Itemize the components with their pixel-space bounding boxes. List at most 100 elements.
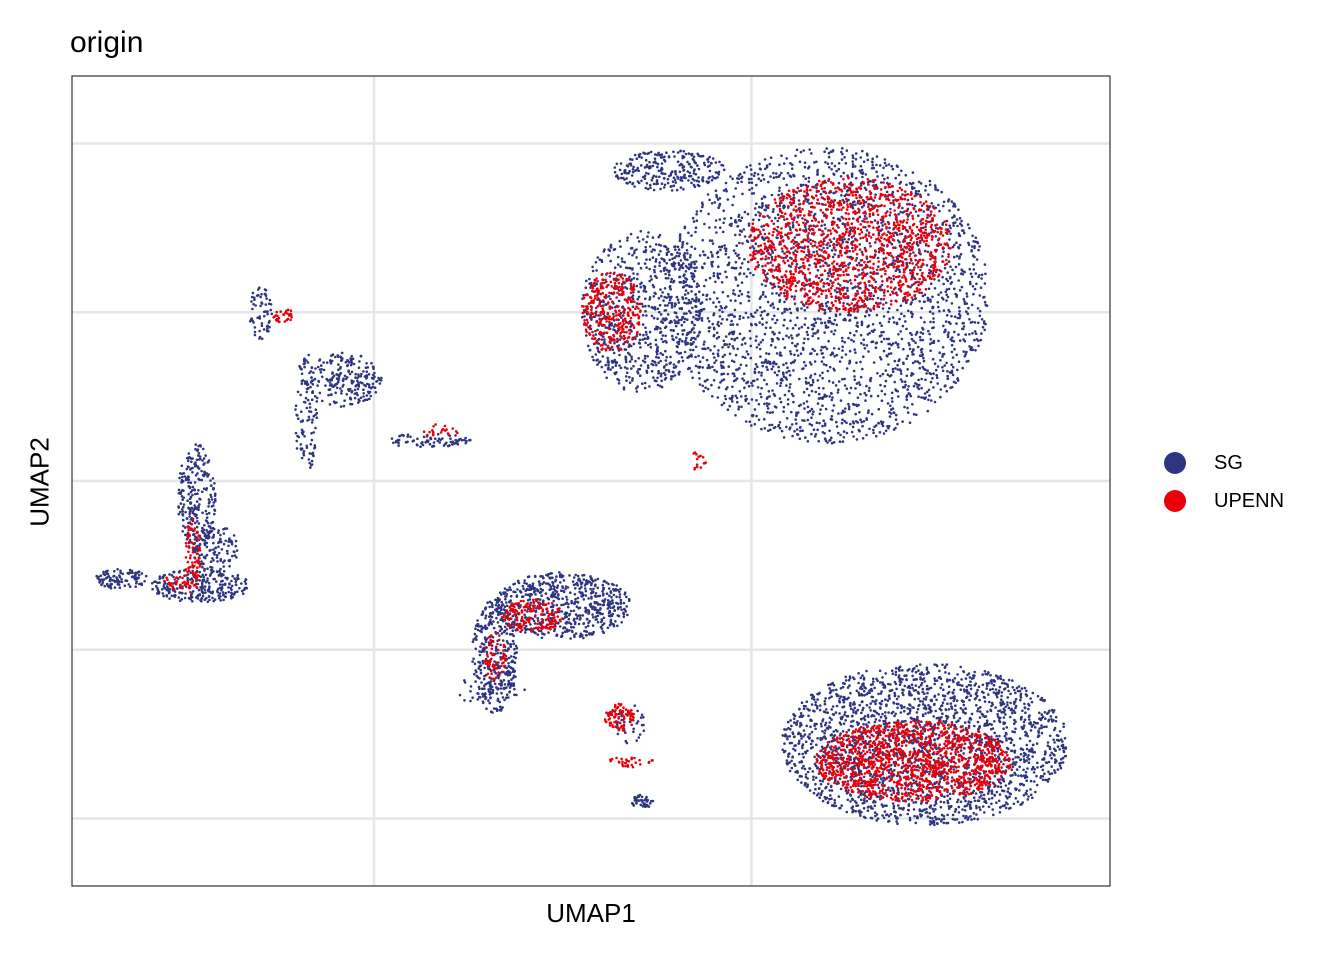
data-point bbox=[946, 295, 950, 299]
data-point bbox=[624, 355, 627, 359]
data-point bbox=[692, 183, 696, 187]
data-point bbox=[918, 335, 922, 339]
data-point bbox=[809, 238, 812, 242]
data-point bbox=[707, 329, 711, 333]
data-point bbox=[832, 216, 835, 220]
data-point bbox=[847, 678, 851, 682]
data-point bbox=[1029, 779, 1033, 783]
data-point bbox=[753, 171, 757, 175]
data-point bbox=[686, 160, 689, 164]
data-point bbox=[695, 266, 698, 269]
data-point bbox=[894, 176, 897, 180]
data-point bbox=[958, 243, 962, 247]
data-point bbox=[977, 275, 980, 279]
data-point bbox=[618, 338, 622, 341]
data-point bbox=[763, 332, 767, 336]
data-point bbox=[769, 326, 772, 330]
data-point bbox=[852, 711, 855, 714]
data-point bbox=[663, 245, 667, 248]
data-point bbox=[816, 268, 820, 272]
data-point bbox=[796, 354, 800, 357]
data-point bbox=[711, 322, 714, 326]
data-point bbox=[835, 425, 839, 428]
data-point bbox=[652, 376, 655, 379]
data-point bbox=[765, 402, 769, 405]
data-point bbox=[763, 427, 767, 430]
data-point bbox=[912, 251, 915, 254]
data-point bbox=[770, 193, 774, 197]
data-point bbox=[734, 252, 737, 255]
data-point bbox=[1052, 738, 1055, 741]
data-point bbox=[922, 359, 926, 363]
data-point bbox=[911, 181, 915, 185]
data-point bbox=[972, 263, 975, 266]
data-point bbox=[828, 316, 831, 320]
data-point bbox=[613, 166, 617, 169]
data-point bbox=[849, 313, 852, 317]
data-point bbox=[656, 317, 659, 321]
data-point bbox=[769, 304, 772, 307]
data-point bbox=[911, 171, 915, 174]
data-point bbox=[690, 370, 693, 373]
data-point bbox=[639, 346, 642, 349]
data-point bbox=[736, 323, 739, 326]
data-point bbox=[1004, 705, 1007, 709]
data-point bbox=[890, 374, 893, 377]
data-point bbox=[750, 398, 754, 401]
data-point bbox=[659, 244, 663, 247]
data-point bbox=[929, 320, 932, 324]
data-point bbox=[873, 720, 877, 724]
data-point bbox=[864, 393, 868, 397]
data-point bbox=[713, 201, 717, 204]
data-point bbox=[800, 760, 803, 763]
data-point bbox=[692, 155, 696, 159]
data-point bbox=[843, 341, 847, 344]
data-point bbox=[592, 358, 595, 362]
data-point bbox=[957, 719, 960, 722]
data-point bbox=[810, 210, 813, 214]
data-point bbox=[665, 355, 668, 359]
data-point bbox=[754, 242, 758, 245]
data-point bbox=[809, 376, 812, 379]
data-point bbox=[684, 284, 688, 287]
data-point bbox=[817, 386, 821, 390]
data-point bbox=[922, 226, 925, 230]
data-point bbox=[676, 151, 680, 154]
data-point bbox=[724, 270, 727, 274]
data-point bbox=[780, 192, 784, 196]
data-point bbox=[791, 336, 794, 340]
data-point bbox=[801, 246, 804, 249]
data-point bbox=[777, 365, 780, 369]
data-point bbox=[961, 273, 965, 276]
data-point bbox=[776, 213, 780, 216]
data-point bbox=[611, 366, 614, 369]
data-point bbox=[878, 356, 882, 359]
data-point bbox=[676, 245, 680, 249]
data-point bbox=[730, 319, 733, 323]
data-point bbox=[691, 177, 695, 181]
data-point bbox=[951, 373, 955, 377]
data-point bbox=[666, 178, 670, 181]
data-point bbox=[802, 229, 805, 232]
data-point bbox=[928, 179, 932, 183]
data-point bbox=[807, 714, 810, 718]
data-point bbox=[928, 183, 932, 187]
data-point bbox=[851, 286, 854, 290]
data-point bbox=[880, 324, 883, 328]
data-point bbox=[848, 331, 852, 335]
data-point bbox=[943, 266, 947, 270]
data-point bbox=[1003, 687, 1007, 690]
data-point bbox=[902, 362, 905, 366]
data-point bbox=[645, 181, 649, 185]
data-point bbox=[606, 356, 609, 360]
data-point bbox=[795, 349, 799, 352]
data-point bbox=[1006, 790, 1010, 793]
data-point bbox=[862, 689, 866, 693]
data-point bbox=[736, 400, 739, 404]
data-point bbox=[721, 310, 724, 314]
data-point bbox=[698, 365, 702, 369]
data-point bbox=[752, 247, 756, 250]
data-point bbox=[934, 732, 938, 736]
data-point bbox=[790, 247, 793, 250]
data-point bbox=[910, 337, 914, 341]
